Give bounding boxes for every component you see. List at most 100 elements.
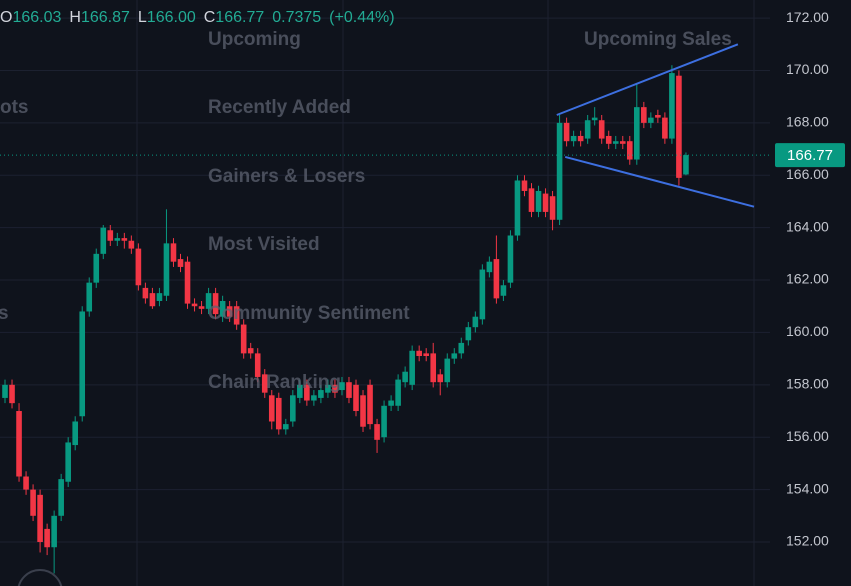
candle-body [360,395,366,427]
candle-body [374,424,380,440]
candle-body [423,353,429,357]
candle-body [353,384,359,412]
candle-body [65,442,71,482]
candle-body [304,384,310,401]
candles [0,43,770,574]
candle-body [395,379,401,406]
candle-body [23,476,29,490]
candle-body [275,397,282,430]
candle-body [142,287,149,299]
candle-body [486,261,493,273]
candle-body [240,324,247,354]
y-tick-label: 162.00 [786,271,829,287]
candle-body [669,73,675,139]
overlay-label: Upcoming Sales [584,29,732,50]
legend-key: H [69,9,81,26]
overlay-label: Upcoming [208,29,301,50]
candle-body [549,196,556,220]
candle-body [626,141,633,160]
candle-body [655,114,661,118]
candle-body [30,489,36,516]
candle-body [535,190,542,212]
candle-body [591,117,598,121]
candle-body [563,122,570,142]
candle-body [2,384,8,398]
candle-body [170,243,177,262]
candle-body [339,382,345,391]
candle-body [451,353,458,359]
candle-body [577,135,584,142]
legend-key: O [0,9,13,26]
candle-body [458,342,465,354]
y-tick-label: 152.00 [786,533,829,549]
candle-body [86,282,93,312]
legend-change: 0.7375 [272,9,322,26]
candle-body [409,350,415,385]
candle-body [297,384,303,398]
candle-body [634,107,640,160]
candle-body [612,141,619,144]
candle-body [58,479,64,516]
candle-body [114,238,121,241]
candle-body [598,120,605,139]
scroll-button[interactable] [17,569,63,586]
candle-body [198,306,205,309]
y-tick-label: 158.00 [786,376,829,392]
trend-line [556,43,739,116]
candle-body [493,259,500,299]
candle-body [156,293,163,301]
candle-body [514,180,521,236]
candle-body [226,306,233,317]
legend-key: C [203,9,216,26]
price-axis: 152.00 154.00 156.00 158.00 160.00 162.00 164.… [775,9,845,549]
y-tick-label: 170.00 [786,61,829,77]
y-tick-label: 172.00 [786,9,829,25]
candle-body [44,528,50,548]
candle-body [311,395,317,401]
candle-body [430,353,437,383]
candle-body [556,122,563,220]
y-tick-label: 160.00 [786,323,829,339]
candle-body [191,303,198,307]
last-price-label: 166.77 [787,147,833,164]
candle-body [121,238,128,241]
candle-body [500,285,507,296]
candle-body [346,382,352,398]
ohlc-legend: O166.03 H166.87 L166.00 C166.77 0.7375 (+0.44… [0,9,403,27]
legend-key: L [137,9,147,26]
candle-body [570,135,577,142]
candle-body [465,327,472,341]
overlay-label: Gainers & Losers [208,166,365,187]
candle-body [212,293,219,315]
candle-body [507,235,514,283]
candle-body [662,117,668,139]
legend-value: 166.77 [215,9,265,26]
candle-body [437,374,444,383]
candle-body [93,253,100,283]
legend-value: 166.03 [12,9,62,26]
candle-body [107,230,114,241]
candle-body [367,384,373,425]
candle-body [219,300,226,317]
candle-body [648,117,654,123]
candle-body [163,243,170,296]
overlay-label: Recently Added [208,97,351,118]
candle-body [472,316,479,328]
candle-body [521,180,528,191]
candle-body [381,405,387,438]
candle-body [205,293,212,309]
candle-body [479,269,486,320]
candle-body [641,107,647,123]
overlay-label: s [0,303,9,324]
candle-body [184,261,191,304]
candle-body [135,248,142,286]
candle-body [128,240,135,249]
candle-body [261,374,268,393]
candle-body [542,193,549,212]
candle-body [416,350,422,357]
overlay-label: Chain Ranking [208,372,341,393]
candle-body [268,395,275,422]
candle-body [318,390,324,398]
